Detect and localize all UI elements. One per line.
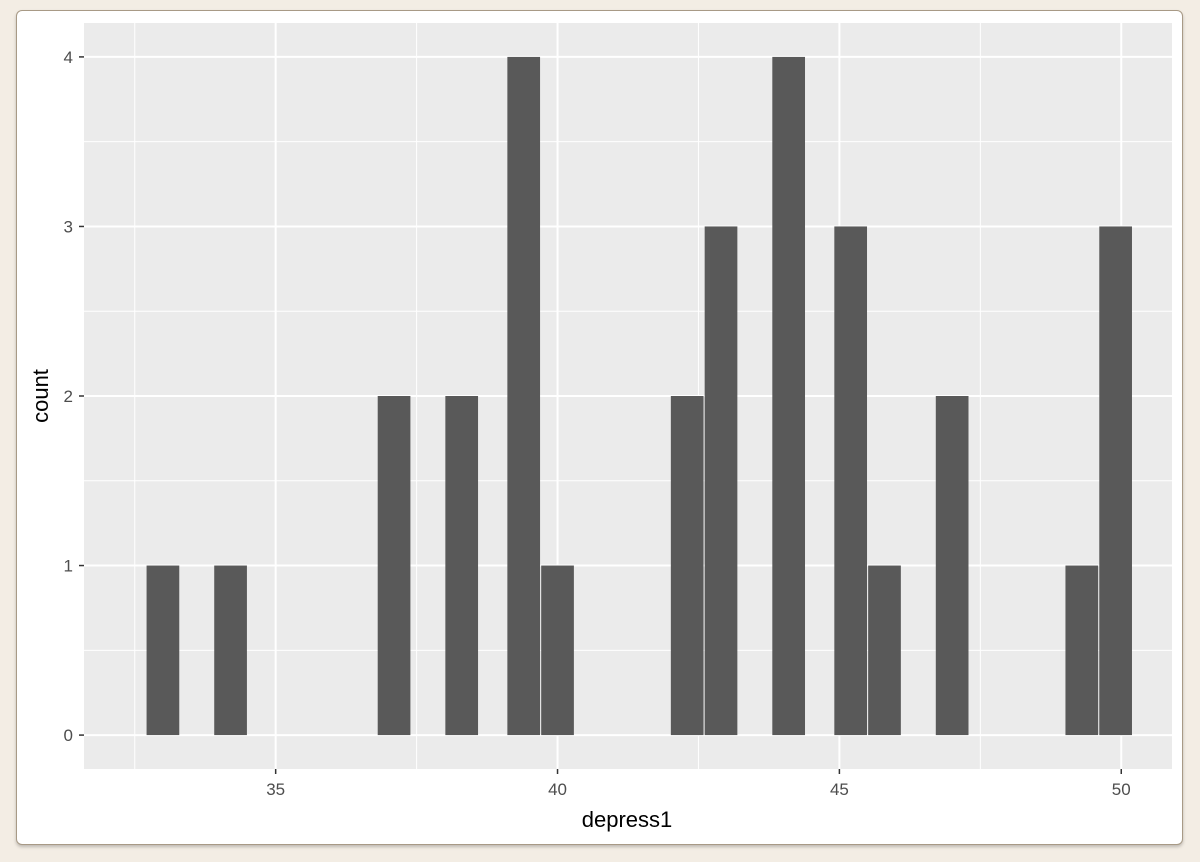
histogram-bar [507,56,541,736]
histogram-bar [377,396,411,736]
y-tick-label: 3 [64,217,73,236]
y-axis-title: count [28,369,53,423]
histogram-bar [772,56,806,736]
histogram-bar [445,396,479,736]
y-tick-label: 1 [64,557,73,576]
x-tick-label: 45 [830,780,849,799]
x-tick-label: 40 [548,780,567,799]
histogram-bar [541,565,574,736]
histogram-bars [146,56,1132,736]
histogram-bar [704,226,738,736]
x-tick-label: 50 [1112,780,1131,799]
x-tick-label: 35 [266,780,285,799]
y-axis-ticks: 0 1 2 3 4 [64,48,84,745]
x-axis-ticks: 35 40 45 50 [266,769,1131,799]
x-axis-title: depress1 [582,807,673,832]
y-tick-label: 0 [64,726,73,745]
histogram-bar [834,226,868,736]
histogram-bar [868,565,901,736]
histogram-bar [146,565,180,736]
histogram-bar [1065,565,1099,736]
histogram-bar [935,396,969,736]
y-tick-label: 2 [64,387,73,406]
histogram-bar [1099,226,1132,736]
y-tick-label: 4 [64,48,73,67]
histogram-bar [670,396,704,736]
histogram-bar [214,565,247,736]
